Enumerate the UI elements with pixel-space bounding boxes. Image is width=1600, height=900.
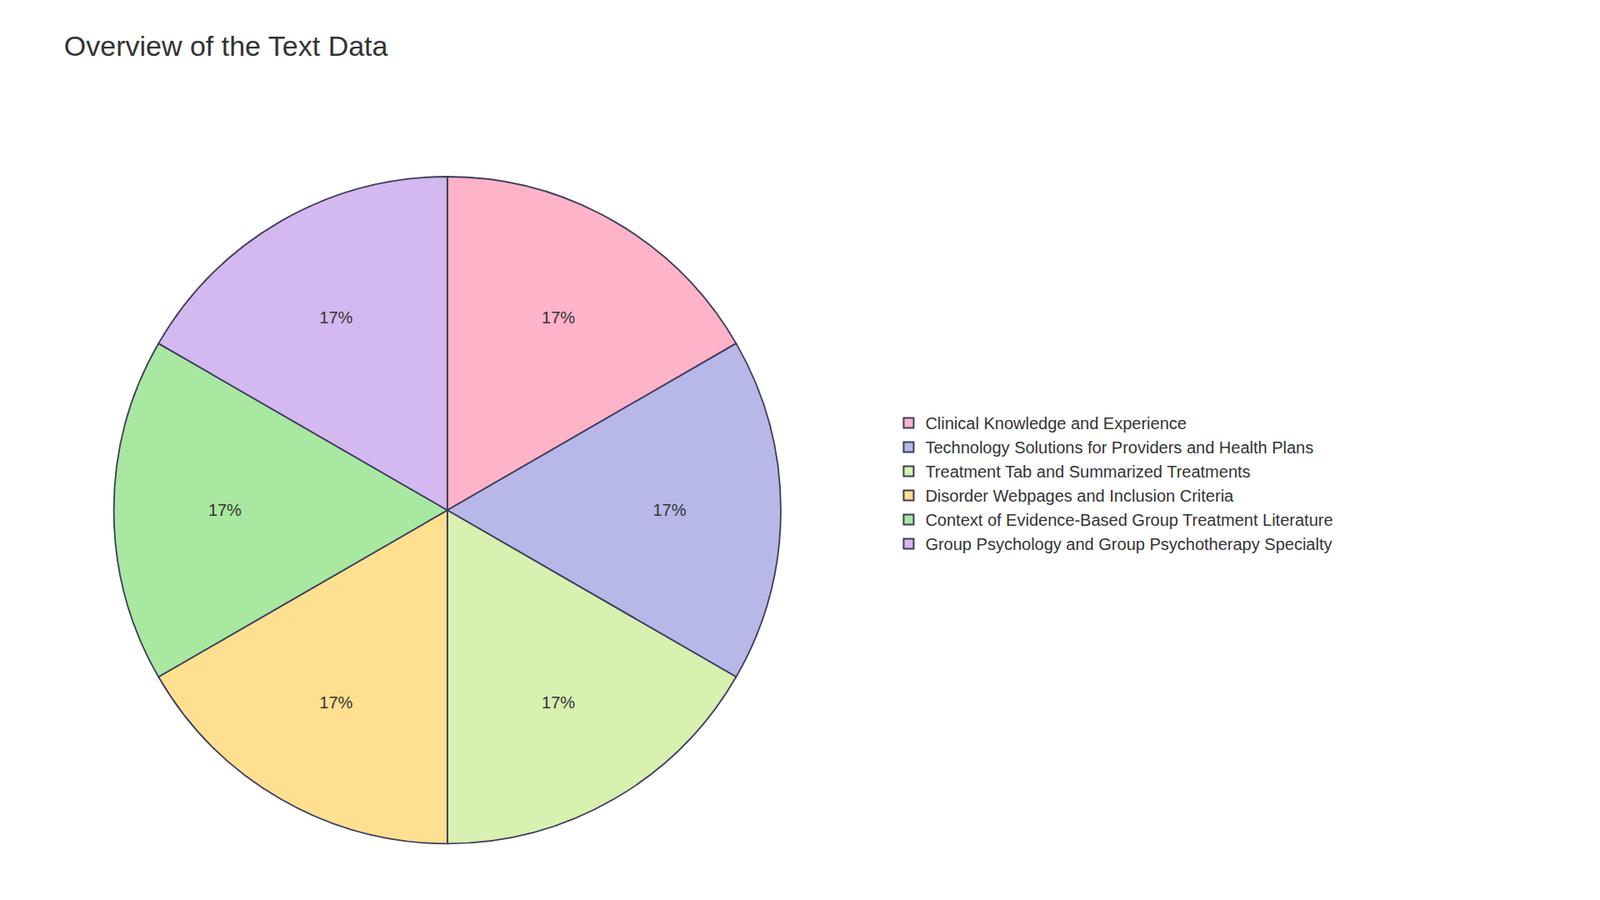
svg-text:17%: 17% bbox=[319, 308, 353, 327]
svg-text:Overview of the Text Data: Overview of the Text Data bbox=[64, 30, 389, 62]
svg-text:17%: 17% bbox=[208, 500, 242, 520]
svg-text:17%: 17% bbox=[652, 500, 686, 520]
svg-text:Group Psychology and Group Psy: Group Psychology and Group Psychotherapy… bbox=[925, 535, 1332, 554]
svg-text:Context of Evidence-Based Grou: Context of Evidence-Based Group Treatmen… bbox=[925, 510, 1333, 530]
svg-text:Technology Solutions for Provi: Technology Solutions for Providers and H… bbox=[925, 438, 1314, 457]
svg-text:17%: 17% bbox=[319, 693, 353, 712]
svg-text:17%: 17% bbox=[541, 693, 575, 712]
svg-text:Clinical Knowledge and Experie: Clinical Knowledge and Experience bbox=[925, 414, 1187, 433]
svg-text:17%: 17% bbox=[541, 308, 575, 327]
svg-text:Disorder Webpages and Inclusio: Disorder Webpages and Inclusion Criteria bbox=[925, 486, 1235, 505]
svg-text:Treatment Tab and Summarized T: Treatment Tab and Summarized Treatments bbox=[925, 462, 1250, 481]
